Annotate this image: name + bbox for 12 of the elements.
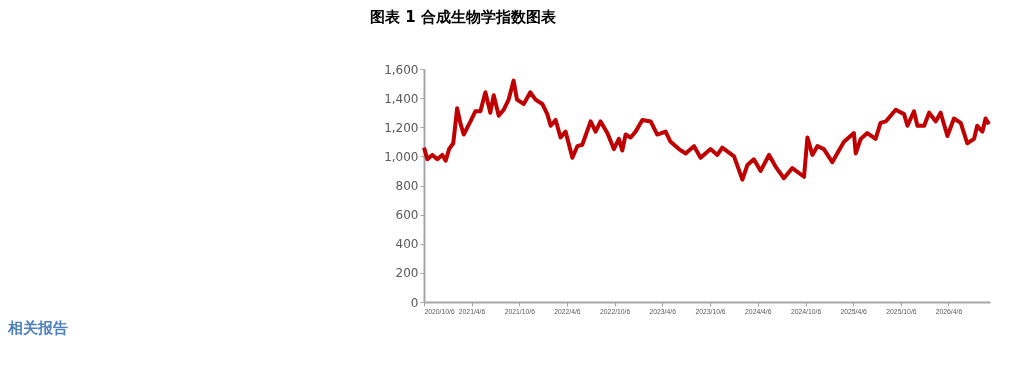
text: 相关报告 — [7, 319, 68, 337]
y-tick-label: 600 — [395, 208, 419, 223]
y-tick-label: 1,400 — [384, 91, 419, 106]
y-tick-label: 800 — [395, 179, 419, 193]
y-tick-label: 1,600 — [384, 62, 419, 77]
y-tick-label: 0 — [410, 295, 419, 310]
y-tick-label: 1,000 — [384, 149, 419, 164]
line-series — [422, 78, 991, 182]
y-tick-label: 200 — [395, 266, 419, 281]
y-tick-label: 1,200 — [384, 120, 419, 135]
chart-title: 图表 1 合成生物学指数图表 — [370, 8, 557, 26]
y-tick-label: 400 — [395, 237, 419, 252]
